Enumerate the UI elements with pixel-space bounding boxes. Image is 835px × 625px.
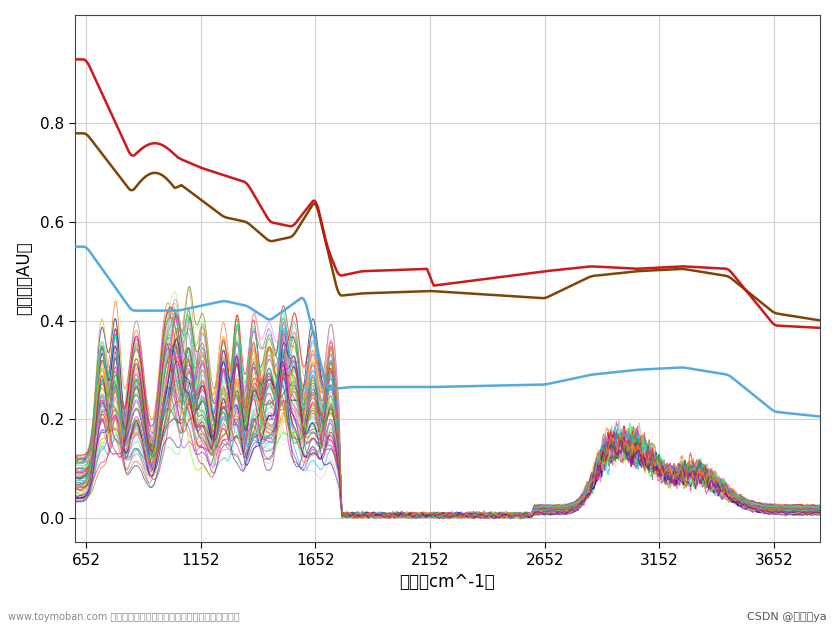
Text: www.toymoban.com 网络图片仅供展示，非存储，如有侵权请联系删除: www.toymoban.com 网络图片仅供展示，非存储，如有侵权请联系删除 (8, 612, 240, 622)
Y-axis label: 吸光度（AU）: 吸光度（AU） (15, 242, 33, 316)
Text: CSDN @小渝儒ya: CSDN @小渝儒ya (746, 612, 827, 622)
X-axis label: 波数（cm^-1）: 波数（cm^-1） (399, 573, 495, 591)
